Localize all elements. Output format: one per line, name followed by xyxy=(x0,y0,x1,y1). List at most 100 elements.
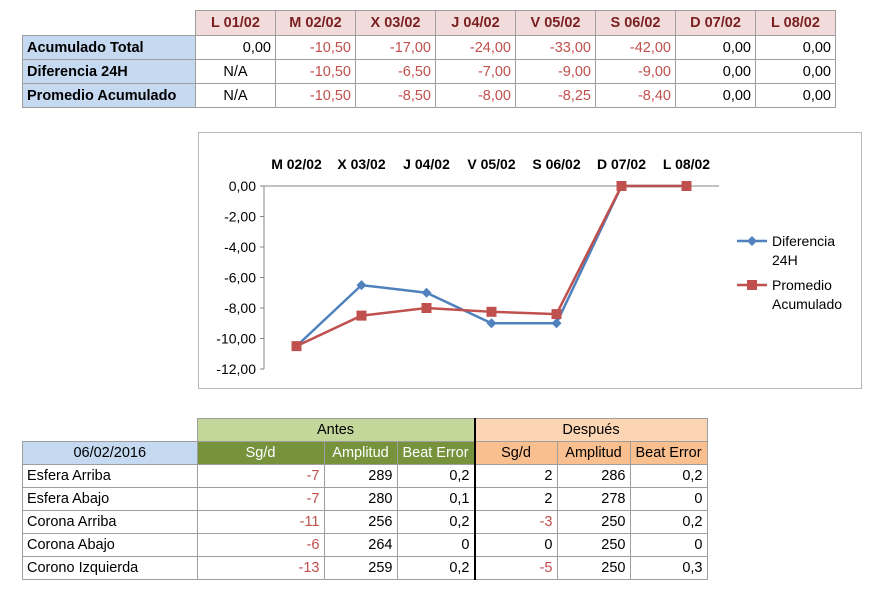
data-point xyxy=(616,181,627,191)
day-header[interactable]: X 03/02 xyxy=(355,10,436,36)
cell[interactable]: N/A xyxy=(195,83,276,108)
cell[interactable]: -7 xyxy=(196,464,325,488)
y-tick-label: -2,00 xyxy=(224,209,256,225)
cell[interactable]: -3 xyxy=(474,510,558,534)
cell[interactable]: 0,2 xyxy=(396,556,476,580)
subheader-sgd[interactable]: Sg/d xyxy=(474,441,558,465)
cell[interactable]: 250 xyxy=(556,510,631,534)
cell[interactable]: 0,00 xyxy=(755,35,836,60)
line-chart[interactable]: 0,00 -2,00 -4,00 -6,00 -8,00 -10,00 -12,00 M 02… xyxy=(198,132,862,389)
row-label[interactable]: Esfera Arriba xyxy=(22,464,198,488)
cell[interactable]: -13 xyxy=(196,556,325,580)
row-label[interactable]: Corono Izquierda xyxy=(22,556,198,580)
row-label[interactable]: Corona Abajo xyxy=(22,533,198,557)
day-header[interactable]: D 07/02 xyxy=(675,10,756,36)
watch-group-header-row: Antes Después xyxy=(23,418,708,442)
cell[interactable]: -9,00 xyxy=(595,59,676,84)
cell[interactable]: 2 xyxy=(474,487,558,511)
row-label[interactable]: Promedio Acumulado xyxy=(22,83,196,108)
cell[interactable]: -42,00 xyxy=(595,35,676,60)
cell[interactable]: 0,3 xyxy=(629,556,708,580)
cell[interactable]: 0 xyxy=(474,533,558,557)
x-tick-label: L 08/02 xyxy=(663,156,710,172)
cell[interactable]: -7 xyxy=(196,487,325,511)
x-tick-label: S 06/02 xyxy=(532,156,580,172)
cell[interactable]: -9,00 xyxy=(515,59,596,84)
cell[interactable]: 0,1 xyxy=(396,487,476,511)
cell[interactable]: -11 xyxy=(196,510,325,534)
legend-marker xyxy=(747,236,757,246)
cell[interactable]: 0,00 xyxy=(755,83,836,108)
cell[interactable]: 280 xyxy=(323,487,398,511)
subheader-amplitud[interactable]: Amplitud xyxy=(556,441,631,465)
y-tick-label: -6,00 xyxy=(224,270,256,286)
antes-header[interactable]: Antes xyxy=(196,418,476,442)
cell[interactable]: 0,00 xyxy=(675,83,756,108)
date-cell[interactable]: 06/02/2016 xyxy=(22,441,198,465)
watch-row-corona-abajo: Corona Abajo -6 264 0 0 250 0 xyxy=(22,533,708,557)
cell[interactable]: 0 xyxy=(396,533,476,557)
cell[interactable]: -8,40 xyxy=(595,83,676,108)
cell[interactable]: -6,50 xyxy=(355,59,436,84)
cell[interactable]: 0 xyxy=(629,533,708,557)
row-label[interactable]: Corona Arriba xyxy=(22,510,198,534)
cell[interactable]: -10,50 xyxy=(275,35,356,60)
row-label[interactable]: Acumulado Total xyxy=(22,35,196,60)
cell[interactable]: 0,00 xyxy=(755,59,836,84)
cell[interactable]: 264 xyxy=(323,533,398,557)
y-tick-label: -8,00 xyxy=(224,300,256,316)
cell[interactable]: 0 xyxy=(629,487,708,511)
day-header[interactable]: L 08/02 xyxy=(755,10,836,36)
watch-table: Antes Después 06/02/2016 Sg/d Amplitud B… xyxy=(22,418,708,580)
cell[interactable]: 0,2 xyxy=(629,510,708,534)
cell[interactable]: 2 xyxy=(474,464,558,488)
cell[interactable]: -6 xyxy=(196,533,325,557)
cell[interactable]: -8,50 xyxy=(355,83,436,108)
subheader-beat-error[interactable]: Beat Error xyxy=(629,441,708,465)
day-header[interactable]: V 05/02 xyxy=(515,10,596,36)
data-point xyxy=(421,287,432,298)
subheader-amplitud[interactable]: Amplitud xyxy=(323,441,398,465)
x-tick-label: J 04/02 xyxy=(403,156,450,172)
cell[interactable]: 250 xyxy=(556,556,631,580)
cell[interactable]: 0,00 xyxy=(675,59,756,84)
cell[interactable]: 259 xyxy=(323,556,398,580)
subheader-sgd[interactable]: Sg/d xyxy=(196,441,325,465)
cell[interactable]: 0,2 xyxy=(629,464,708,488)
cell[interactable]: 0,2 xyxy=(396,464,476,488)
legend-label: Diferencia xyxy=(772,233,835,249)
legend-label: Acumulado xyxy=(772,296,842,312)
day-header[interactable]: L 01/02 xyxy=(195,10,276,36)
subheader-beat-error[interactable]: Beat Error xyxy=(396,441,476,465)
cell[interactable]: 289 xyxy=(323,464,398,488)
day-header[interactable]: J 04/02 xyxy=(435,10,516,36)
cell[interactable]: 278 xyxy=(556,487,631,511)
cell[interactable]: N/A xyxy=(195,59,276,84)
cell[interactable]: 256 xyxy=(323,510,398,534)
day-header[interactable]: S 06/02 xyxy=(595,10,676,36)
cell[interactable]: 0,00 xyxy=(675,35,756,60)
cell[interactable]: -5 xyxy=(474,556,558,580)
cell[interactable]: 0,00 xyxy=(195,35,276,60)
cell[interactable]: -7,00 xyxy=(435,59,516,84)
cell[interactable]: -8,25 xyxy=(515,83,596,108)
cell[interactable]: -24,00 xyxy=(435,35,516,60)
day-header[interactable]: M 02/02 xyxy=(275,10,356,36)
row-label[interactable]: Diferencia 24H xyxy=(22,59,196,84)
row-label[interactable]: Esfera Abajo xyxy=(22,487,198,511)
cell[interactable]: 250 xyxy=(556,533,631,557)
cell[interactable]: -10,50 xyxy=(275,83,356,108)
cell[interactable]: 286 xyxy=(556,464,631,488)
cell[interactable]: -10,50 xyxy=(275,59,356,84)
watch-subheader-row: 06/02/2016 Sg/d Amplitud Beat Error Sg/d… xyxy=(22,441,708,465)
cell[interactable]: -33,00 xyxy=(515,35,596,60)
cell[interactable]: 0,2 xyxy=(396,510,476,534)
cell[interactable]: -17,00 xyxy=(355,35,436,60)
legend-label: Promedio xyxy=(772,277,832,293)
cell[interactable]: -8,00 xyxy=(435,83,516,108)
y-tick-label: -4,00 xyxy=(224,239,256,255)
summary-table: L 01/02 M 02/02 X 03/02 J 04/02 V 05/02 … xyxy=(22,10,836,108)
despues-header[interactable]: Después xyxy=(474,418,708,442)
summary-header-row: L 01/02 M 02/02 X 03/02 J 04/02 V 05/02 … xyxy=(23,10,836,36)
data-point xyxy=(551,318,562,329)
